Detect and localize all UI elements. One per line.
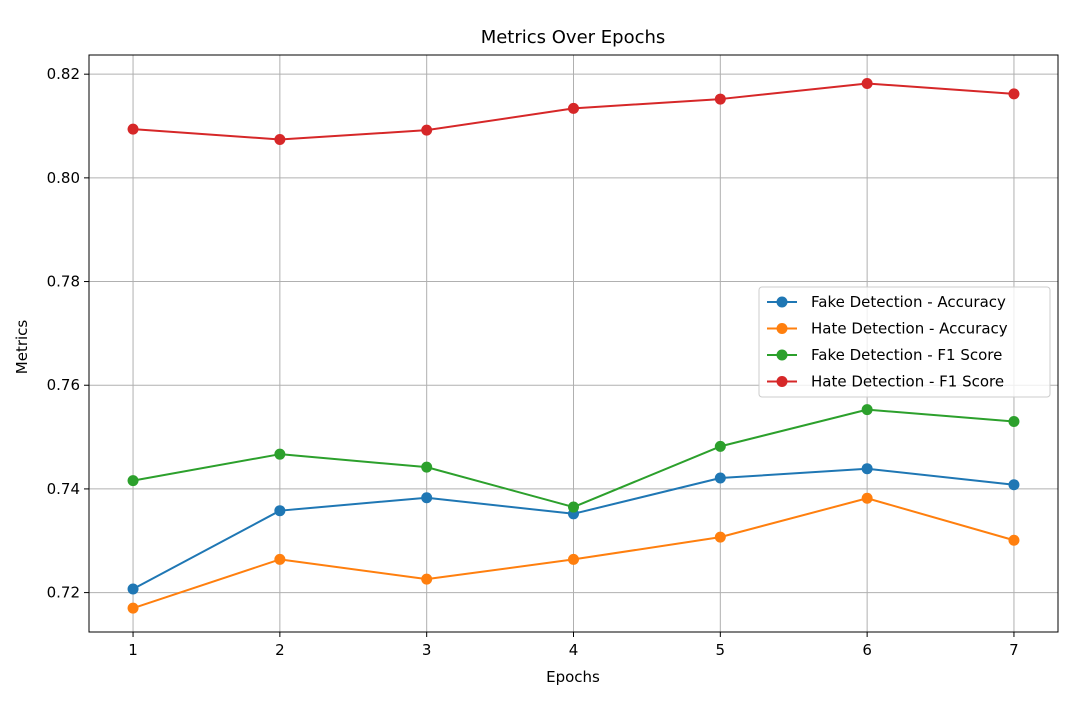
series-3 xyxy=(127,404,1020,513)
data-point xyxy=(714,472,726,484)
data-point xyxy=(127,583,139,595)
x-tick-label: 6 xyxy=(862,641,872,659)
x-tick-label: 4 xyxy=(569,641,579,659)
data-point xyxy=(421,124,433,136)
legend-label: Hate Detection - Accuracy xyxy=(811,320,1008,338)
x-tick-label: 5 xyxy=(716,641,726,659)
legend: Fake Detection - Accuracy Hate Detection … xyxy=(758,286,1051,398)
data-point xyxy=(127,123,139,135)
y-tick-label: 0.72 xyxy=(47,584,80,602)
series-4 xyxy=(127,78,1020,146)
data-point xyxy=(421,461,433,473)
data-point xyxy=(714,531,726,543)
data-point xyxy=(127,475,139,487)
data-point xyxy=(861,404,873,416)
legend-item: Fake Detection - Accuracy xyxy=(767,293,1006,311)
series-2 xyxy=(127,492,1020,614)
x-tick-label: 3 xyxy=(422,641,432,659)
legend-item: Hate Detection - Accuracy xyxy=(767,320,1008,338)
series-layer xyxy=(127,78,1020,614)
legend-marker xyxy=(776,349,788,361)
data-point xyxy=(861,492,873,504)
data-point xyxy=(1008,534,1020,546)
data-point xyxy=(714,440,726,452)
axis-ticks: 1 2 3 4 5 6 7 0.72 0.74 0.76 0.78 0.80 0.82 xyxy=(47,65,1019,659)
y-axis-title: Metrics xyxy=(13,320,31,375)
chart-title: Metrics Over Epochs xyxy=(481,27,666,48)
data-point xyxy=(861,463,873,475)
data-point xyxy=(568,102,579,114)
legend-marker xyxy=(776,376,788,387)
legend-item: Hate Detection - F1 Score xyxy=(767,373,1004,391)
data-point xyxy=(568,553,579,565)
legend-marker xyxy=(776,296,788,308)
legend-label: Hate Detection - F1 Score xyxy=(811,373,1004,391)
x-axis-title: Epochs xyxy=(546,668,600,686)
data-point xyxy=(274,505,286,517)
y-tick-label: 0.82 xyxy=(47,65,80,83)
data-point xyxy=(1008,416,1020,428)
data-point xyxy=(274,134,286,146)
data-point xyxy=(127,602,139,614)
series-1 xyxy=(127,463,1020,595)
data-point xyxy=(421,573,433,585)
y-tick-label: 0.80 xyxy=(47,169,80,187)
y-tick-label: 0.74 xyxy=(47,480,80,498)
y-tick-label: 0.78 xyxy=(47,273,80,291)
legend-label: Fake Detection - Accuracy xyxy=(811,293,1006,311)
x-tick-label: 1 xyxy=(128,641,138,659)
data-point xyxy=(714,93,726,105)
legend-item: Fake Detection - F1 Score xyxy=(767,346,1002,364)
data-point xyxy=(274,553,286,565)
data-point xyxy=(1008,479,1020,491)
y-tick-label: 0.76 xyxy=(47,376,80,394)
data-point xyxy=(861,78,873,90)
data-point xyxy=(568,501,579,513)
data-point xyxy=(421,492,433,504)
x-tick-label: 2 xyxy=(275,641,285,659)
legend-marker xyxy=(776,323,788,334)
x-tick-label: 7 xyxy=(1009,641,1019,659)
data-point xyxy=(1008,88,1020,100)
legend-box xyxy=(758,286,1051,398)
legend-label: Fake Detection - F1 Score xyxy=(811,346,1002,364)
data-point xyxy=(274,448,286,460)
